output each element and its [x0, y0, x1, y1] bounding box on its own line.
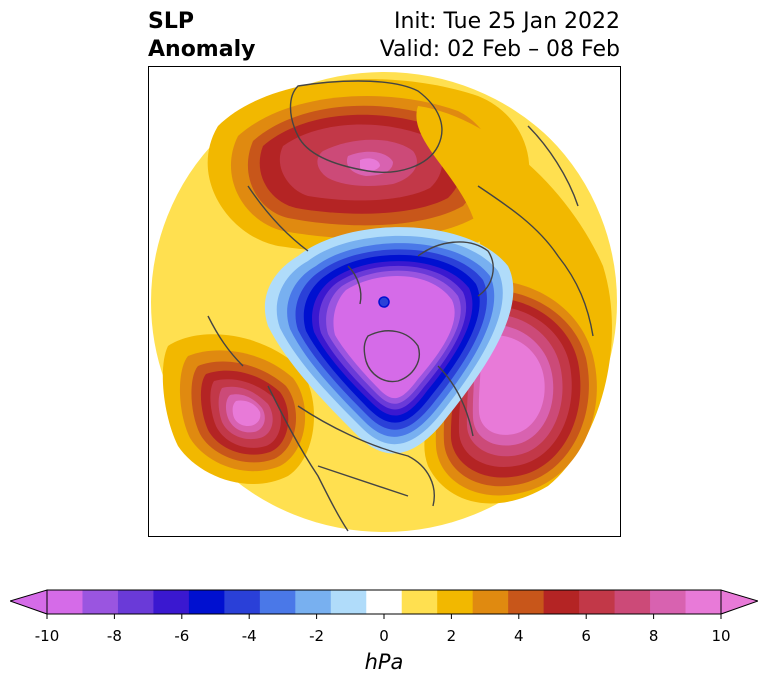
- colorbar-segment: [508, 590, 545, 614]
- colorbar-tick-label: 2: [446, 627, 457, 645]
- colorbar-segment: [650, 590, 687, 614]
- colorbar-segment: [437, 590, 474, 614]
- colorbar-segment: [685, 590, 722, 614]
- colorbar-segment: [82, 590, 119, 614]
- colorbar-segment: [47, 590, 83, 614]
- valid-range: Valid: 02 Feb – 08 Feb: [379, 37, 620, 62]
- colorbar-segment: [366, 590, 403, 614]
- colorbar: [10, 589, 758, 619]
- colorbar-segment: [224, 590, 261, 614]
- colorbar-segment: [259, 590, 296, 614]
- colorbar-tick-label: 0: [379, 627, 389, 645]
- colorbar-segment: [543, 590, 580, 614]
- title-line-anomaly: Anomaly: [148, 37, 256, 62]
- colorbar-extend-low: [10, 589, 48, 615]
- colorbar-tick-label: 6: [581, 627, 591, 645]
- map-dates: Init: Tue 25 Jan 2022 Valid: 02 Feb – 08…: [380, 8, 620, 64]
- colorbar-tick-label: 4: [514, 627, 524, 645]
- colorbar-segment: [401, 590, 438, 614]
- init-date: Init: Tue 25 Jan 2022: [393, 9, 620, 34]
- colorbar-segment: [472, 590, 509, 614]
- colorbar-segments: [47, 590, 722, 614]
- colorbar-tick-label: -4: [241, 627, 257, 645]
- slp-anomaly-map: [148, 66, 621, 537]
- negative-anomaly-arctic: [264, 227, 514, 454]
- colorbar-tick-label: -10: [34, 627, 60, 645]
- colorbar-ticks: [46, 614, 722, 619]
- colorbar-tick-label: -8: [106, 627, 122, 645]
- map-title: SLP Anomaly: [148, 8, 255, 64]
- colorbar-tick-label: -6: [174, 627, 190, 645]
- colorbar-extend-high: [720, 589, 758, 615]
- colorbar-tick-label: 8: [648, 627, 659, 645]
- colorbar-segment: [117, 590, 154, 614]
- colorbar-segment: [153, 590, 190, 614]
- colorbar-tick-label: -2: [309, 627, 325, 645]
- colorbar-segment: [295, 590, 332, 614]
- colorbar-tick-label: 10: [711, 627, 731, 645]
- positive-anomaly-europe: [207, 79, 530, 255]
- colorbar-segment: [579, 590, 616, 614]
- colorbar-segment: [614, 590, 651, 614]
- title-line-slp: SLP: [148, 9, 194, 34]
- land-outlines: [207, 80, 594, 532]
- colorbar-unit: hPa: [364, 650, 404, 674]
- colorbar-segment: [188, 590, 225, 614]
- map-frame: [148, 66, 621, 537]
- positive-anomaly-atlantic: [162, 334, 315, 485]
- colorbar-segment: [330, 590, 367, 614]
